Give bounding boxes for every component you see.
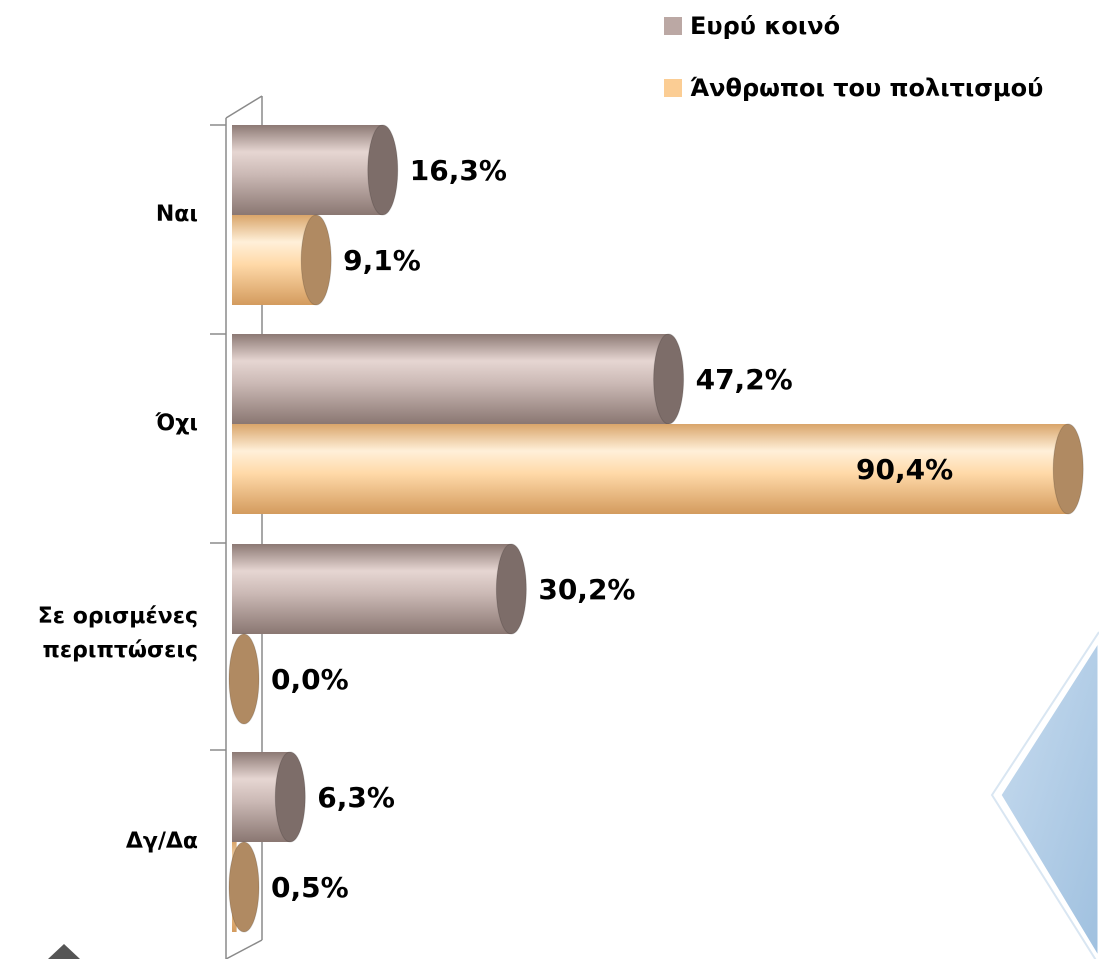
bars-layer xyxy=(228,124,1084,933)
value-label-culture-people-4: 0,5% xyxy=(271,871,349,904)
legend-label-culture-people: Άνθρωποι του πολιτισμού xyxy=(690,74,1044,102)
category-label-2: Όχι xyxy=(155,411,198,436)
value-label-general-public-4: 6,3% xyxy=(317,781,395,814)
corner-mark xyxy=(48,944,80,959)
legend-swatch-general-public xyxy=(664,17,682,35)
value-label-culture-people-1: 9,1% xyxy=(343,244,421,277)
category-label-3: Σε ορισμένες περιπτώσεις xyxy=(37,604,198,663)
value-label-general-public-3: 30,2% xyxy=(538,573,635,606)
bar-culture-people-1 xyxy=(232,214,332,306)
legend: Ευρύ κοινό Άνθρωποι του πολιτισμού xyxy=(664,8,1043,132)
legend-item-general-public: Ευρύ κοινό xyxy=(664,8,1043,44)
legend-label-general-public: Ευρύ κοινό xyxy=(690,12,841,40)
legend-item-culture-people: Άνθρωποι του πολιτισμού xyxy=(664,70,1043,106)
value-label-general-public-2: 47,2% xyxy=(696,363,793,396)
bar-general-public-1 xyxy=(232,124,399,216)
bar-culture-people-2 xyxy=(232,423,1084,515)
value-label-culture-people-3: 0,0% xyxy=(271,663,349,696)
value-label-general-public-1: 16,3% xyxy=(410,154,507,187)
category-label-1: Ναι xyxy=(155,202,198,227)
bar-general-public-4 xyxy=(232,751,306,843)
bar-general-public-3 xyxy=(232,543,527,635)
category-label-4: Δγ/Δα xyxy=(125,829,198,854)
decorative-diamond xyxy=(998,637,1099,959)
legend-swatch-culture-people xyxy=(664,79,682,97)
bar-culture-people-3 xyxy=(228,633,260,725)
bar-culture-people-4 xyxy=(228,841,260,933)
labels-layer: 16,3% 9,1% 47,2% 90,4% 30,2% 0,0% 6,3% 0,5% xyxy=(271,154,953,904)
value-label-culture-people-2: 90,4% xyxy=(856,453,953,486)
bar-general-public-2 xyxy=(232,333,685,425)
